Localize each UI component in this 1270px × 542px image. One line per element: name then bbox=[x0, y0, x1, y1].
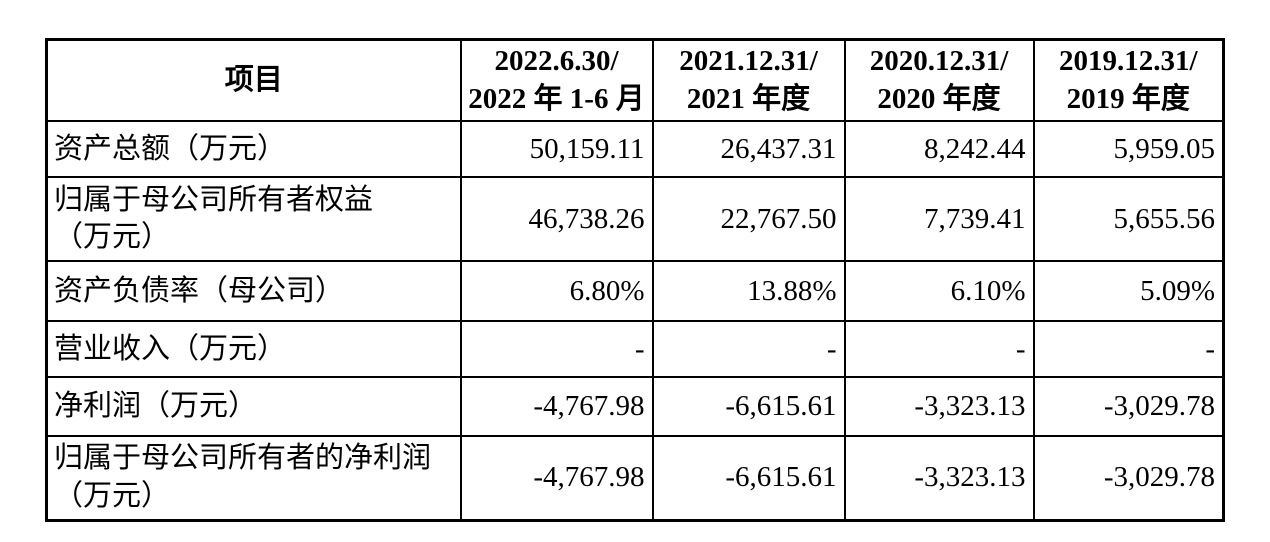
col-header-period-2020: 2020.12.31/ 2020 年度 bbox=[843, 38, 1035, 123]
cell-value: -3,323.13 bbox=[843, 435, 1035, 522]
cell-value: 8,242.44 bbox=[843, 120, 1035, 179]
period-date-line: 2019.12.31/ bbox=[1058, 45, 1198, 77]
period-date-line: 2020.12.31/ bbox=[869, 45, 1009, 77]
cell-value: - bbox=[459, 320, 654, 379]
table-row-total-assets: 资产总额（万元） 50,159.11 26,437.31 8,242.44 5,… bbox=[45, 120, 1225, 179]
period-range-line: 2019 年度 bbox=[1066, 82, 1190, 115]
cell-value: - bbox=[651, 320, 846, 379]
cell-value: -3,029.78 bbox=[1032, 376, 1225, 438]
col-header-item-label: 项目 bbox=[224, 63, 283, 96]
row-label: 营业收入（万元） bbox=[45, 320, 462, 379]
col-header-period-2019: 2019.12.31/ 2019 年度 bbox=[1032, 38, 1225, 123]
table-row-operating-revenue: 营业收入（万元） - - - - bbox=[45, 320, 1225, 379]
table-row-debt-ratio: 资产负债率（母公司） 6.80% 13.88% 6.10% 5.09% bbox=[45, 260, 1225, 323]
cell-value: 7,739.41 bbox=[843, 176, 1035, 263]
cell-value: 50,159.11 bbox=[459, 120, 654, 179]
cell-value: -3,323.13 bbox=[843, 376, 1035, 438]
period-range-line: 2021 年度 bbox=[686, 82, 811, 115]
cell-value: - bbox=[843, 320, 1035, 379]
row-label: 资产负债率（母公司） bbox=[45, 260, 462, 323]
cell-value: 22,767.50 bbox=[651, 176, 846, 263]
cell-value: -4,767.98 bbox=[459, 435, 654, 522]
header-row: 项目 2022.6.30/ 2022 年 1-6 月 2021.12.31/ 2… bbox=[45, 38, 1225, 123]
cell-value: 13.88% bbox=[651, 260, 846, 323]
row-label: 资产总额（万元） bbox=[45, 120, 462, 179]
table-row-parent-net-profit: 归属于母公司所有者的净利润 （万元） -4,767.98 -6,615.61 -… bbox=[45, 435, 1225, 522]
table-row-net-profit: 净利润（万元） -4,767.98 -6,615.61 -3,323.13 -3… bbox=[45, 376, 1225, 438]
col-header-period-2021: 2021.12.31/ 2021 年度 bbox=[651, 38, 846, 123]
cell-value: 6.80% bbox=[459, 260, 654, 323]
table-row-parent-equity: 归属于母公司所有者权益 （万元） 46,738.26 22,767.50 7,7… bbox=[45, 176, 1225, 263]
period-range-line: 2020 年度 bbox=[877, 82, 1001, 115]
cell-value: -6,615.61 bbox=[651, 376, 846, 438]
cell-value: -3,029.78 bbox=[1032, 435, 1225, 522]
cell-value: 6.10% bbox=[843, 260, 1035, 323]
cell-value: - bbox=[1032, 320, 1225, 379]
row-label: 归属于母公司所有者的净利润 （万元） bbox=[45, 435, 462, 522]
cell-value: 5.09% bbox=[1032, 260, 1225, 323]
period-range-line: 2022 年 1-6 月 bbox=[468, 82, 645, 115]
cell-value: 5,959.05 bbox=[1032, 120, 1225, 179]
col-header-period-2022: 2022.6.30/ 2022 年 1-6 月 bbox=[459, 38, 654, 123]
cell-value: 26,437.31 bbox=[651, 120, 846, 179]
period-date-line: 2021.12.31/ bbox=[679, 45, 818, 77]
cell-value: 5,655.56 bbox=[1032, 176, 1225, 263]
financial-summary-table: 项目 2022.6.30/ 2022 年 1-6 月 2021.12.31/ 2… bbox=[45, 38, 1225, 522]
row-label: 净利润（万元） bbox=[45, 376, 462, 438]
cell-value: 46,738.26 bbox=[459, 176, 654, 263]
col-header-item: 项目 bbox=[45, 38, 462, 123]
financial-summary-table-container: 项目 2022.6.30/ 2022 年 1-6 月 2021.12.31/ 2… bbox=[45, 38, 1225, 522]
period-date-line: 2022.6.30/ bbox=[494, 45, 619, 77]
cell-value: -6,615.61 bbox=[651, 435, 846, 522]
row-label: 归属于母公司所有者权益 （万元） bbox=[45, 176, 462, 263]
cell-value: -4,767.98 bbox=[459, 376, 654, 438]
